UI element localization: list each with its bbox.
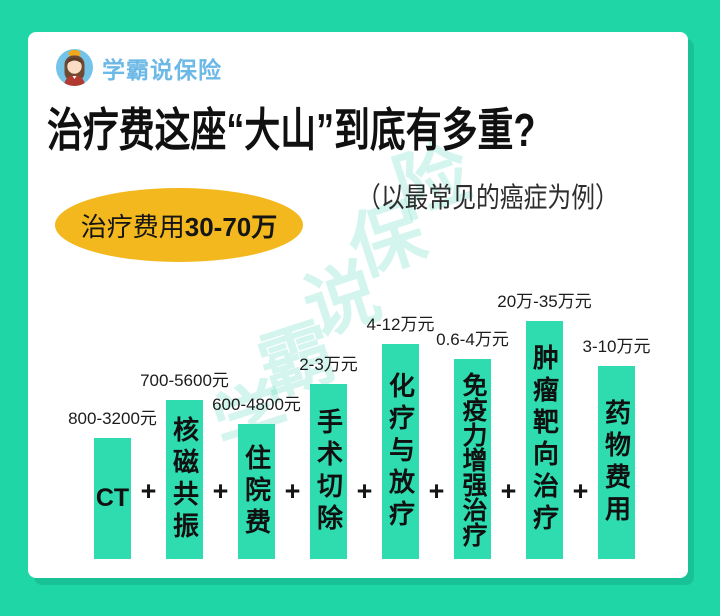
bar-value-label: 2-3万元 [299, 355, 358, 375]
bar-category-label: 化疗与放疗 [385, 371, 416, 532]
bar-category-label: 核磁共振 [169, 415, 200, 544]
plus-separator: + [572, 476, 589, 506]
bar-chart: 800-3200元 CT +700-5600元 核磁共振 +600-4800元 住院费 +2… [68, 293, 651, 559]
chart-bar: 住院费 [238, 424, 275, 559]
bar-group-3: 2-3万元手术切除 [299, 356, 358, 559]
girl-avatar-icon [56, 49, 93, 86]
content-card: 学霸说保险 学霸说保险 治疗费这座“大山”到底有多重? （以最常见的癌症为例） … [28, 32, 688, 578]
bar-value-label: 4-12万元 [366, 315, 435, 335]
bar-group-2: 600-4800元住院费 [212, 396, 301, 559]
total-cost-text: 治疗费用30-70万 [81, 207, 278, 244]
bar-group-7: 3-10万元药物费用 [582, 338, 651, 559]
chart-bar: CT [94, 438, 131, 559]
chart-bar: 药物费用 [598, 366, 635, 559]
bar-category-label: CT [95, 484, 130, 512]
chart-bar: 手术切除 [310, 384, 347, 559]
brand-name: 学霸说保险 [102, 56, 222, 83]
bar-value-label: 20万-35万元 [497, 292, 592, 312]
bar-value-label: 600-4800元 [212, 395, 301, 415]
bar-group-1: 700-5600元核磁共振 [140, 372, 229, 559]
plus-separator: + [284, 476, 301, 506]
plus-separator: + [140, 476, 157, 506]
bar-category-label: 手术切除 [313, 407, 344, 536]
bar-group-6: 20万-35万元肿瘤靶向治疗 [497, 293, 592, 559]
total-cost-value: 30-70万 [184, 211, 278, 242]
bar-value-label: 700-5600元 [140, 371, 229, 391]
total-cost-prefix: 治疗费用 [80, 211, 185, 242]
plus-separator: + [356, 476, 373, 506]
brand-logo: 学霸说保险 [56, 49, 222, 86]
total-cost-bubble: 治疗费用30-70万 [55, 188, 303, 262]
plus-separator: + [500, 476, 517, 506]
bar-group-5: 0.6-4万元免疫力增强治疗 [436, 331, 509, 559]
bar-value-label: 3-10万元 [582, 337, 651, 357]
plus-separator: + [212, 476, 229, 506]
bar-category-label: 肿瘤靶向治疗 [529, 344, 560, 536]
chart-bar: 免疫力增强治疗 [454, 359, 491, 559]
bar-value-label: 0.6-4万元 [436, 330, 509, 350]
bar-group-0: 800-3200元 CT [68, 410, 157, 559]
bar-value-label: 800-3200元 [68, 409, 157, 429]
bar-category-label: 药物费用 [601, 398, 632, 527]
plus-separator: + [428, 476, 445, 506]
page-title: 治疗费这座“大山”到底有多重? [47, 104, 536, 156]
chart-bar: 核磁共振 [166, 400, 203, 559]
page-subtitle: （以最常见的癌症为例） [357, 182, 619, 213]
bar-group-4: 4-12万元化疗与放疗 [366, 316, 435, 559]
chart-bar: 肿瘤靶向治疗 [526, 321, 563, 559]
bar-category-label: 住院费 [241, 443, 272, 540]
chart-bar: 化疗与放疗 [382, 344, 419, 559]
bar-category-label: 免疫力增强治疗 [459, 371, 487, 547]
